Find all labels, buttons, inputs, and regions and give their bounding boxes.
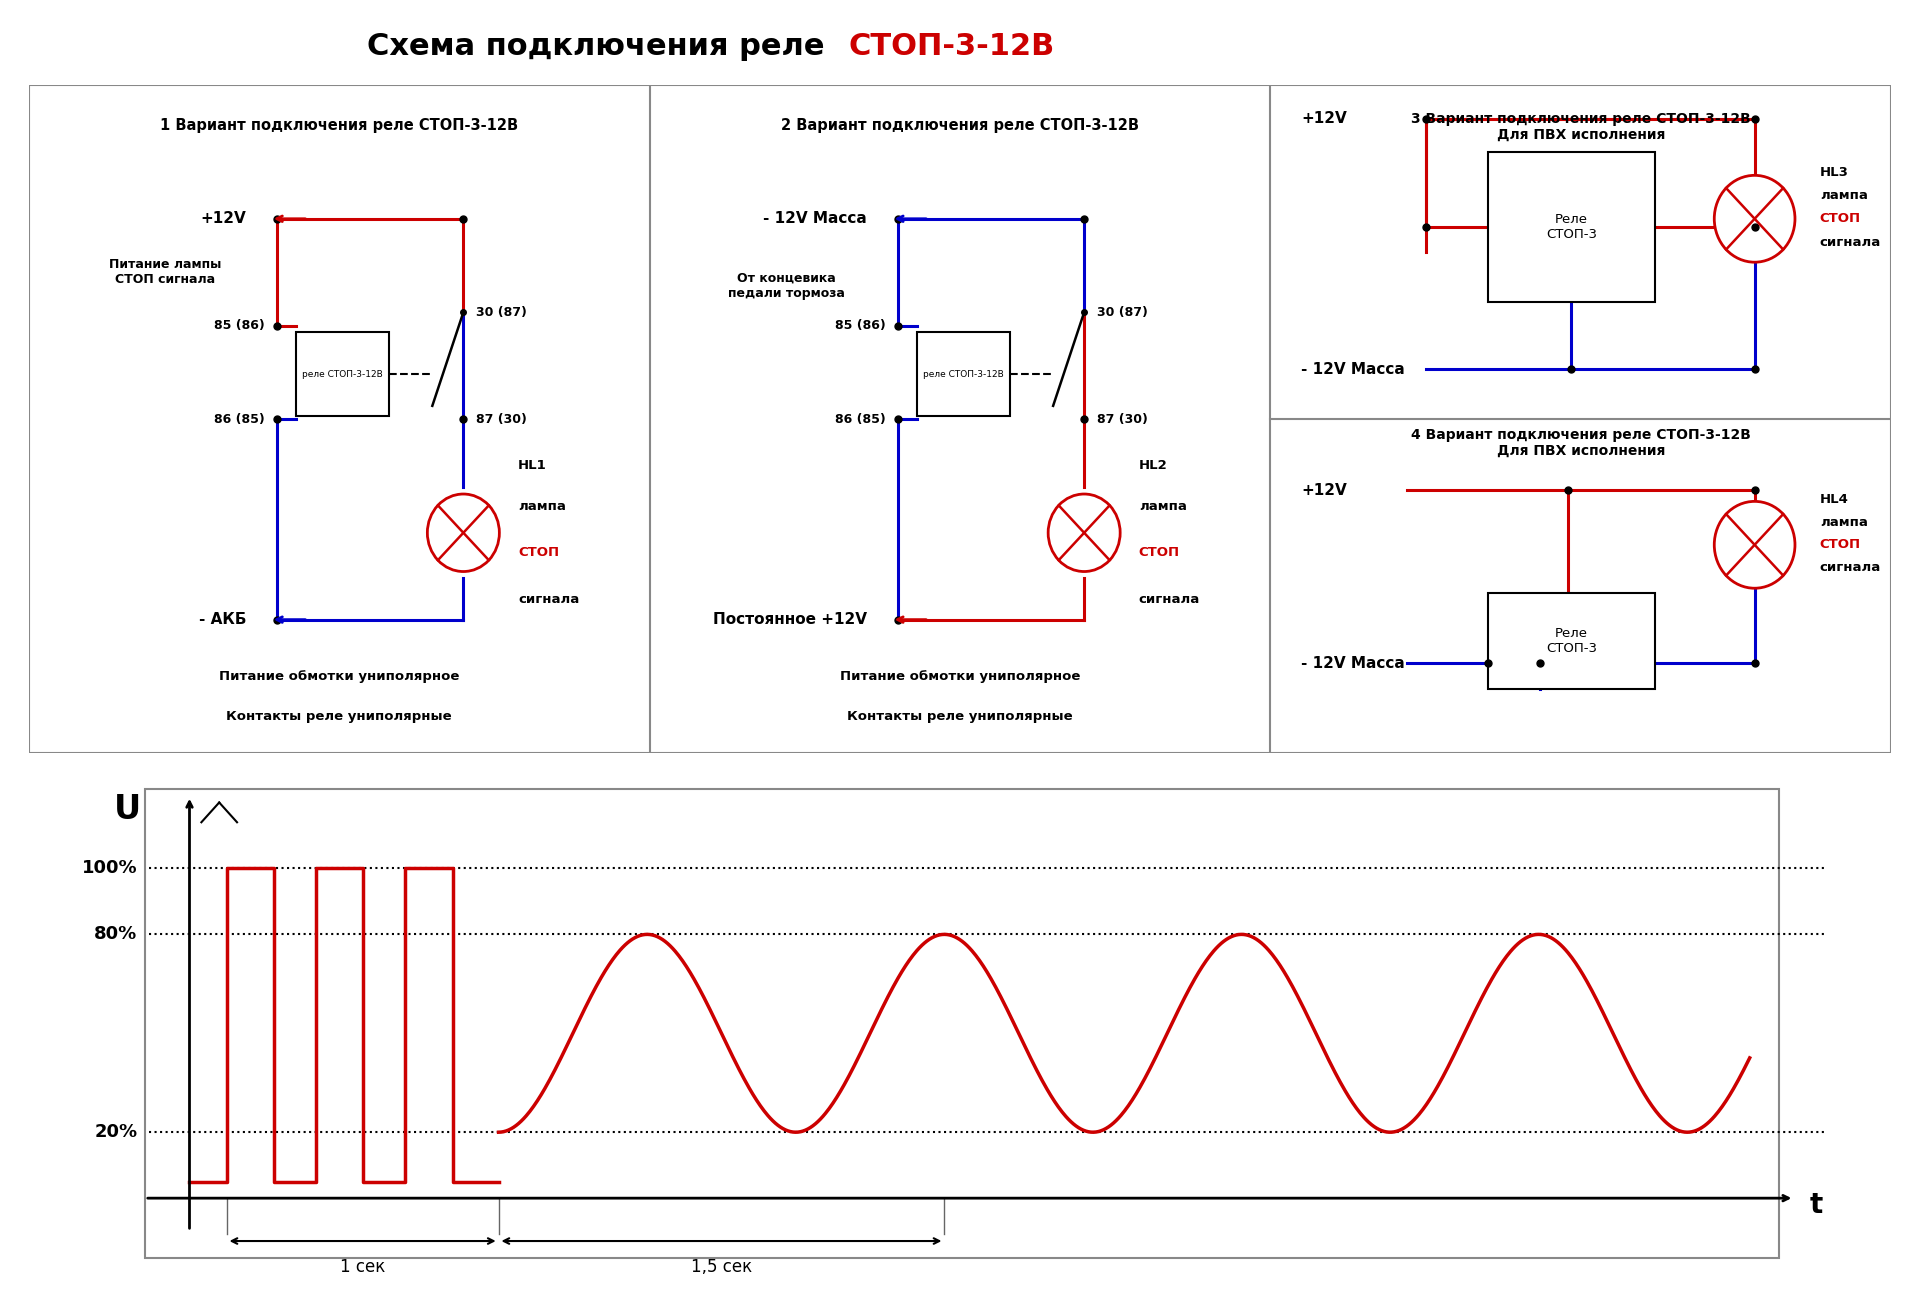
Text: 85 (86): 85 (86) [835, 320, 885, 333]
Text: Постоянное +12V: Постоянное +12V [712, 612, 868, 627]
Text: реле СТОП-3-12В: реле СТОП-3-12В [924, 369, 1004, 379]
Text: реле СТОП-3-12В: реле СТОП-3-12В [301, 369, 382, 379]
Text: 2 Вариант подключения реле СТОП-3-12В: 2 Вариант подключения реле СТОП-3-12В [781, 118, 1139, 132]
Text: Питание обмотки униполярное: Питание обмотки униполярное [839, 669, 1081, 683]
Text: Питание лампы
СТОП сигнала: Питание лампы СТОП сигнала [109, 258, 221, 286]
Text: СТОП: СТОП [1820, 212, 1860, 225]
Text: 1 Вариант подключения реле СТОП-3-12В: 1 Вариант подключения реле СТОП-3-12В [159, 118, 518, 132]
Text: лампа: лампа [1820, 516, 1868, 529]
Text: лампа: лампа [1139, 499, 1187, 512]
Text: 86 (85): 86 (85) [213, 413, 265, 426]
Text: - 12V Масса: - 12V Масса [1302, 362, 1405, 376]
Text: t: t [1811, 1191, 1824, 1218]
Text: СТОП: СТОП [1820, 538, 1860, 552]
Text: - 12V Масса: - 12V Масса [1302, 656, 1405, 671]
Text: HL2: HL2 [1139, 460, 1167, 473]
Text: 20%: 20% [94, 1123, 138, 1141]
Bar [916, 333, 1010, 415]
Bar [1488, 152, 1655, 303]
Text: - 12V Масса: - 12V Масса [762, 211, 868, 227]
Text: 1,5 сек: 1,5 сек [691, 1258, 753, 1276]
Text: СТОП-3-12В: СТОП-3-12В [849, 33, 1054, 62]
Text: +12V: +12V [1302, 483, 1348, 498]
Text: 4 Вариант подключения реле СТОП-3-12В
Для ПВХ исполнения: 4 Вариант подключения реле СТОП-3-12В Дл… [1411, 428, 1751, 458]
Text: 87 (30): 87 (30) [476, 413, 526, 426]
Text: лампа: лампа [1820, 189, 1868, 202]
Text: 30 (87): 30 (87) [476, 305, 526, 318]
Text: сигнала: сигнала [1820, 561, 1882, 574]
Text: сигнала: сигнала [1139, 593, 1200, 607]
Text: - АКБ: - АКБ [198, 612, 246, 627]
Circle shape [1048, 494, 1119, 571]
Text: 85 (86): 85 (86) [213, 320, 265, 333]
Text: От концевика
педали тормоза: От концевика педали тормоза [728, 271, 845, 300]
Circle shape [1715, 502, 1795, 588]
Circle shape [1715, 176, 1795, 262]
Circle shape [428, 494, 499, 571]
Bar [1488, 593, 1655, 689]
Text: сигнала: сигнала [518, 593, 580, 607]
Text: 87 (30): 87 (30) [1096, 413, 1148, 426]
Text: сигнала: сигнала [1820, 236, 1882, 249]
Text: 1 сек: 1 сек [340, 1258, 386, 1276]
Text: СТОП: СТОП [1139, 546, 1181, 559]
Text: 86 (85): 86 (85) [835, 413, 885, 426]
Text: +12V: +12V [1302, 111, 1348, 126]
Text: Контакты реле униполярные: Контакты реле униполярные [227, 710, 451, 723]
Text: 100%: 100% [83, 859, 138, 878]
Text: 30 (87): 30 (87) [1096, 305, 1148, 318]
Bar [296, 333, 390, 415]
Text: лампа: лампа [518, 499, 566, 512]
Text: 3 Вариант подключения реле СТОП-3-12В
Для ПВХ исполнения: 3 Вариант подключения реле СТОП-3-12В Дл… [1411, 111, 1751, 141]
Text: СТОП: СТОП [518, 546, 559, 559]
Text: HL4: HL4 [1820, 494, 1849, 507]
Text: 80%: 80% [94, 925, 138, 943]
Text: +12V: +12V [200, 211, 246, 227]
Text: Реле
СТОП-3: Реле СТОП-3 [1546, 627, 1597, 655]
Text: Реле
СТОП-3: Реле СТОП-3 [1546, 214, 1597, 241]
Text: HL1: HL1 [518, 460, 547, 473]
Text: Контакты реле униполярные: Контакты реле униполярные [847, 710, 1073, 723]
Text: Питание обмотки униполярное: Питание обмотки униполярное [219, 669, 459, 683]
Text: Схема подключения реле: Схема подключения реле [367, 33, 835, 62]
Text: U: U [113, 793, 140, 825]
Text: HL3: HL3 [1820, 165, 1849, 178]
